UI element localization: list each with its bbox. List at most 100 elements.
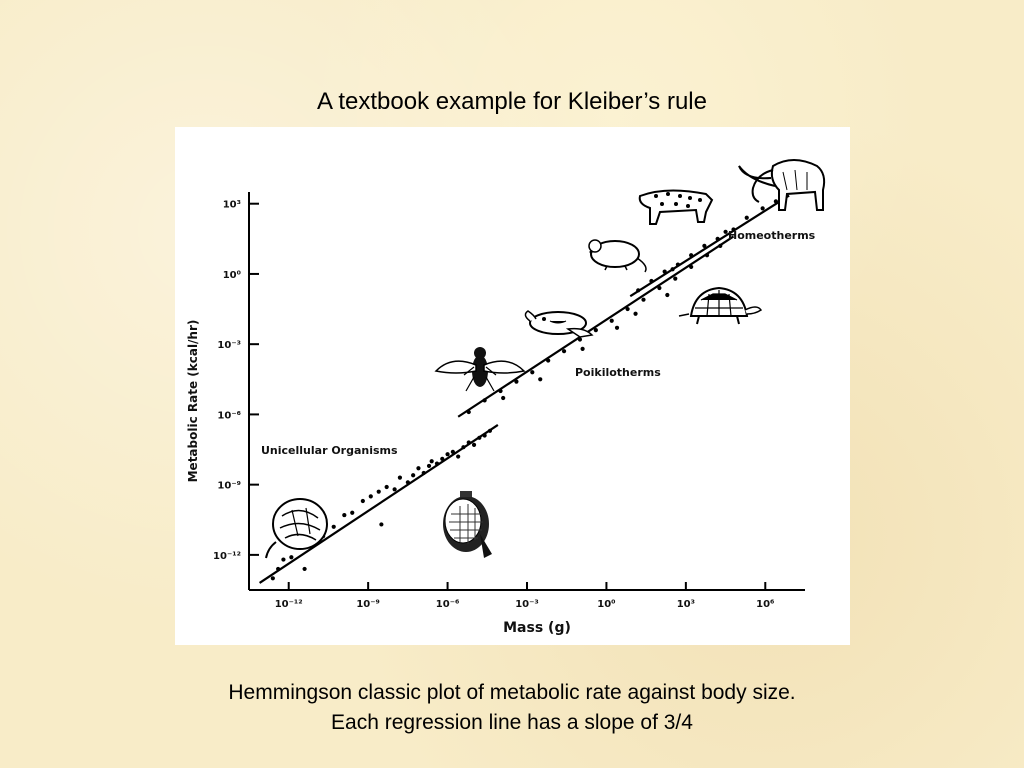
y-tick-label: 10⁻⁹	[217, 481, 241, 492]
data-point	[675, 262, 681, 267]
series-label: Poikilotherms	[575, 366, 661, 379]
data-points: Unicellular Organisms Poikilotherms Homeot…	[261, 199, 816, 581]
y-axis-label: Metabolic Rate (kcal/hr)	[186, 320, 200, 483]
data-point	[670, 267, 675, 272]
data-point	[281, 557, 286, 562]
axes	[248, 192, 805, 591]
data-point	[561, 349, 567, 354]
x-tick-label: 10⁶	[756, 599, 774, 610]
data-point	[392, 487, 397, 492]
data-point	[636, 288, 641, 293]
regression-line	[258, 424, 499, 584]
data-point	[689, 264, 694, 270]
x-axis-label: Mass (g)	[503, 620, 571, 636]
data-point	[379, 522, 384, 527]
data-point	[731, 227, 736, 232]
data-point	[434, 461, 440, 466]
data-point	[445, 452, 450, 457]
regression-lines	[258, 194, 790, 584]
data-point	[649, 278, 654, 284]
x-tick-label: 10⁻³	[515, 599, 539, 610]
data-point	[723, 229, 728, 234]
x-tick-label: 10⁻⁹	[356, 599, 380, 610]
caption-line-1: Hemmingson classic plot of metabolic rat…	[228, 681, 796, 704]
slide-title: A textbook example for Kleiber’s rule	[317, 88, 707, 115]
data-point	[405, 480, 410, 485]
data-point	[276, 566, 281, 572]
data-point	[331, 524, 336, 529]
y-tick-label: 10⁰	[223, 270, 241, 281]
data-point	[580, 346, 585, 351]
tortoise-drawing	[678, 286, 763, 325]
data-point	[633, 311, 638, 316]
data-point	[514, 379, 519, 384]
ticks: 10⁻¹² 10⁻⁹ 10⁻⁶ 10⁻³ 10⁰ 10³ 10⁶ 10³ 10⁰ 10⁻³ 10⁻⁶…	[186, 200, 774, 636]
data-point	[718, 243, 723, 248]
chart-panel: 10⁻¹² 10⁻⁹ 10⁻⁶ 10⁻³ 10⁰ 10³ 10⁶ 10³ 10⁰ 10⁻³ 10⁻⁶…	[175, 127, 850, 645]
data-point	[270, 576, 275, 581]
data-point	[360, 498, 365, 504]
data-point	[538, 377, 543, 382]
foraminifera-drawing	[443, 491, 492, 558]
series-label: Unicellular Organisms	[261, 444, 398, 457]
mammoth-drawing	[738, 159, 826, 211]
data-point	[411, 473, 416, 478]
data-point	[302, 566, 307, 572]
data-point	[466, 440, 471, 445]
series-label: Homeotherms	[728, 229, 816, 242]
data-point	[744, 215, 749, 220]
data-point	[501, 395, 506, 401]
frog-drawing	[524, 310, 594, 338]
data-point	[665, 292, 670, 298]
data-point	[384, 484, 389, 490]
fly-drawing	[434, 347, 526, 392]
x-tick-label: 10³	[677, 599, 695, 610]
data-point	[461, 445, 466, 450]
data-point	[530, 370, 535, 375]
regression-line	[629, 194, 790, 298]
data-point	[477, 435, 482, 440]
caption-line-2: Each regression line has a slope of 3/4	[331, 711, 693, 734]
data-point	[625, 306, 630, 312]
data-point	[450, 449, 455, 454]
x-tick-label: 10⁻¹²	[275, 599, 303, 610]
data-point	[673, 276, 678, 281]
data-point	[421, 470, 426, 476]
data-point	[614, 325, 620, 330]
slide-caption: Hemmingson classic plot of metabolic rat…	[0, 678, 1024, 738]
y-tick-label: 10⁻³	[217, 340, 241, 351]
regression-line	[457, 235, 735, 418]
data-point	[416, 466, 421, 471]
data-point	[773, 199, 778, 204]
x-tick-label: 10⁻⁶	[436, 599, 460, 610]
data-point	[702, 243, 707, 248]
data-point	[593, 328, 598, 333]
x-tick-label: 10⁰	[597, 599, 615, 610]
y-tick-label: 10³	[223, 200, 241, 211]
data-point	[482, 433, 487, 438]
data-point	[657, 285, 662, 291]
data-point	[498, 388, 503, 394]
data-point	[376, 489, 381, 494]
data-point	[715, 236, 720, 241]
metabolic-rate-chart: 10⁻¹² 10⁻⁹ 10⁻⁶ 10⁻³ 10⁰ 10³ 10⁶ 10³ 10⁰ 10⁻³ 10⁻⁶…	[186, 159, 826, 636]
data-point	[689, 253, 694, 258]
data-point	[440, 456, 445, 461]
data-point	[429, 459, 434, 464]
data-point	[471, 442, 477, 447]
data-point	[426, 463, 432, 469]
data-point	[760, 206, 765, 211]
data-point	[487, 428, 493, 433]
y-tick-label: 10⁻⁶	[217, 410, 241, 421]
data-point	[456, 454, 461, 459]
data-point	[641, 297, 646, 302]
data-point	[342, 512, 347, 518]
data-point	[546, 358, 551, 363]
data-point	[397, 475, 403, 480]
leopard-drawing	[638, 189, 714, 225]
data-point	[482, 398, 487, 403]
y-tick-label: 10⁻¹²	[213, 551, 241, 562]
data-point	[368, 494, 373, 499]
data-point	[289, 555, 294, 560]
data-point	[704, 253, 710, 258]
